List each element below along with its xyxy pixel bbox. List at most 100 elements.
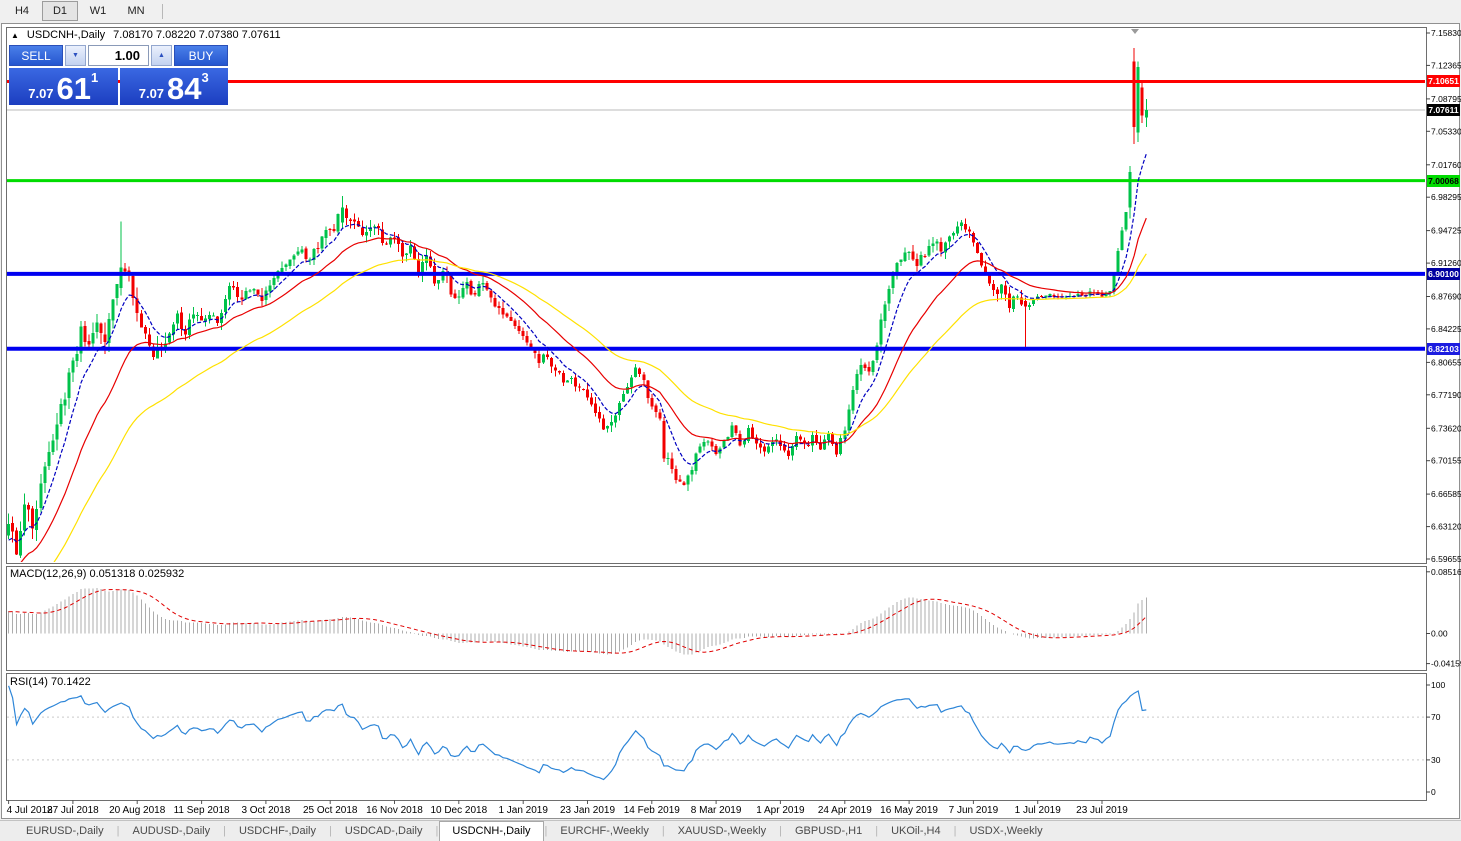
svg-text:-0.04159: -0.04159 xyxy=(1431,659,1461,669)
tab-eurusd-daily[interactable]: EURUSD-,Daily xyxy=(26,825,104,837)
symbol-name: USDCNH-,Daily xyxy=(26,29,106,41)
svg-text:3 Oct 2018: 3 Oct 2018 xyxy=(241,805,290,816)
svg-text:6.80655: 6.80655 xyxy=(1431,357,1461,367)
price-badge: 6.90100 xyxy=(1427,268,1460,280)
tab-separator: | xyxy=(223,825,226,837)
ohlc-values: 7.08170 7.08220 7.07380 7.07611 xyxy=(113,29,281,41)
tab-ukoil-h4[interactable]: UKOil-,H4 xyxy=(891,825,941,837)
svg-text:70: 70 xyxy=(1431,712,1441,722)
sell-price-sup: 1 xyxy=(91,70,99,85)
sell-price-big: 61 xyxy=(56,70,92,106)
svg-text:7.15830: 7.15830 xyxy=(1431,28,1461,38)
ma-45 xyxy=(53,253,1147,562)
tab-eurchf-weekly[interactable]: EURCHF-,Weekly xyxy=(560,825,649,837)
macd-plot xyxy=(8,588,1147,655)
shift-marker-icon xyxy=(1131,29,1139,34)
macd-label: MACD(12,26,9) 0.051318 0.025932 xyxy=(10,568,185,580)
svg-text:8 Mar 2019: 8 Mar 2019 xyxy=(691,805,742,816)
svg-text:0.085164: 0.085164 xyxy=(1431,567,1461,577)
svg-text:16 Nov 2018: 16 Nov 2018 xyxy=(366,805,423,816)
svg-text:23 Jan 2019: 23 Jan 2019 xyxy=(560,805,615,816)
svg-text:6.66585: 6.66585 xyxy=(1431,489,1461,499)
tab-audusd-daily[interactable]: AUDUSD-,Daily xyxy=(132,825,211,837)
chart-title: ▲ USDCNH-,Daily 7.08170 7.08220 7.07380 … xyxy=(11,29,281,41)
timeframe-button-w1[interactable]: W1 xyxy=(89,5,107,17)
buy-price-main: 7.07 xyxy=(138,86,165,102)
macd-histogram xyxy=(8,588,1147,655)
tab-separator: | xyxy=(116,825,120,837)
tab-usdchf-daily[interactable]: USDCHF-,Daily xyxy=(238,825,316,837)
tab-separator: | xyxy=(435,825,439,837)
svg-text:23 Jul 2019: 23 Jul 2019 xyxy=(1076,805,1128,816)
timeframe-toolbar: H4 D1 W1 MN xyxy=(0,0,1461,22)
svg-text:0.00: 0.00 xyxy=(1431,629,1448,639)
rsi-line xyxy=(8,685,1147,781)
tab-gbpusd-h1[interactable]: GBPUSD-,H1 xyxy=(794,825,863,837)
tab-separator: | xyxy=(661,825,665,837)
svg-text:10 Dec 2018: 10 Dec 2018 xyxy=(430,805,487,816)
svg-text:6.94725: 6.94725 xyxy=(1431,226,1461,236)
svg-text:6.59655: 6.59655 xyxy=(1431,554,1461,564)
collapse-icon[interactable]: ▲ xyxy=(11,30,19,40)
tab-separator: | xyxy=(779,825,782,837)
price-chart xyxy=(7,47,1425,562)
buy-price-display[interactable]: 7.07 84 3 xyxy=(119,68,228,106)
macd-panel xyxy=(6,566,1427,671)
svg-text:16 May 2019: 16 May 2019 xyxy=(880,805,938,816)
svg-text:6.73620: 6.73620 xyxy=(1431,423,1461,433)
svg-text:7.01760: 7.01760 xyxy=(1431,160,1461,170)
svg-text:7 Jun 2019: 7 Jun 2019 xyxy=(949,805,999,816)
sell-price-main: 7.07 xyxy=(28,86,54,102)
rsi-label: RSI(14) 70.1422 xyxy=(10,676,91,688)
svg-text:30: 30 xyxy=(1431,755,1441,765)
tab-xauusd-weekly[interactable]: XAUUSD-,Weekly xyxy=(677,825,767,837)
svg-text:1 Jan 2019: 1 Jan 2019 xyxy=(498,805,548,816)
rsi-plot xyxy=(7,685,1425,781)
chevron-up-icon: ▲ xyxy=(158,52,165,59)
svg-text:27 Jul 2018: 27 Jul 2018 xyxy=(47,805,99,816)
svg-text:6.87690: 6.87690 xyxy=(1431,292,1461,302)
price-badge: 6.82103 xyxy=(1427,343,1460,355)
svg-text:7.05330: 7.05330 xyxy=(1431,126,1461,136)
sell-price-display[interactable]: 7.07 61 1 xyxy=(9,68,118,105)
timeframe-button-d1[interactable]: D1 xyxy=(42,1,78,21)
svg-text:7.12365: 7.12365 xyxy=(1431,60,1461,70)
svg-text:100: 100 xyxy=(1431,680,1445,690)
svg-text:6.98295: 6.98295 xyxy=(1431,192,1461,202)
svg-text:1 Apr 2019: 1 Apr 2019 xyxy=(756,805,805,816)
svg-text:6.91260: 6.91260 xyxy=(1431,258,1461,268)
svg-text:25 Oct 2018: 25 Oct 2018 xyxy=(303,805,358,816)
volume-increase-button[interactable]: ▲ xyxy=(151,45,172,66)
svg-text:6.63120: 6.63120 xyxy=(1431,522,1461,532)
svg-text:20 Aug 2018: 20 Aug 2018 xyxy=(109,805,166,816)
one-click-trading-panel: SELL ▼ 1.00 ▲ BUY 7.07 61 1 7.07 84 3 xyxy=(9,45,228,105)
tab-usdcad-daily[interactable]: USDCAD-,Daily xyxy=(344,825,423,837)
svg-text:4 Jul 2018: 4 Jul 2018 xyxy=(7,805,54,816)
tab-separator: | xyxy=(328,825,332,837)
timeframe-button-mn[interactable]: MN xyxy=(127,5,145,17)
buy-price-sup: 3 xyxy=(201,70,209,85)
volume-input[interactable]: 1.00 xyxy=(88,45,149,66)
svg-text:0: 0 xyxy=(1431,787,1436,797)
svg-text:1 Jul 2019: 1 Jul 2019 xyxy=(1015,805,1062,816)
symbol-tabbar: EURUSD-,Daily | AUDUSD-,Daily | USDCHF-,Dail… xyxy=(0,820,1461,841)
main-panel xyxy=(6,27,1427,564)
timeframe-button-h4[interactable]: H4 xyxy=(14,5,30,17)
price-badge: 7.10651 xyxy=(1427,75,1460,87)
ma-8 xyxy=(8,153,1147,543)
svg-text:7.08795: 7.08795 xyxy=(1431,94,1461,104)
volume-decrease-button[interactable]: ▼ xyxy=(65,45,86,66)
buy-button[interactable]: BUY xyxy=(174,45,228,66)
sell-button[interactable]: SELL xyxy=(9,45,63,66)
svg-text:14 Feb 2019: 14 Feb 2019 xyxy=(624,805,681,816)
tab-separator: | xyxy=(875,825,879,837)
tab-usdcnh-daily[interactable]: USDCNH-,Daily xyxy=(439,821,544,841)
price-axis-labels: 7.15830 7.12365 7.08795 7.05330 7.01760 6.982… xyxy=(1426,28,1461,797)
buy-price-big: 84 xyxy=(167,70,202,106)
chevron-down-icon: ▼ xyxy=(72,52,79,59)
tab-usdx-weekly[interactable]: USDX-,Weekly xyxy=(969,825,1043,837)
rsi-panel xyxy=(6,673,1427,801)
svg-text:24 Apr 2019: 24 Apr 2019 xyxy=(818,805,872,816)
tab-separator: | xyxy=(544,825,548,837)
